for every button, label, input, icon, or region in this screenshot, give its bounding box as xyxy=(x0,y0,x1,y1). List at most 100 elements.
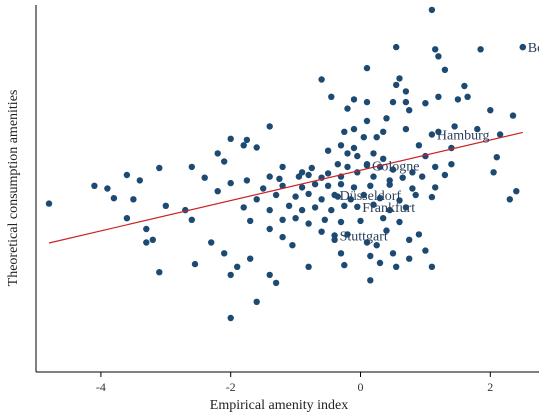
data-point xyxy=(143,239,150,246)
data-point xyxy=(367,252,374,260)
data-point xyxy=(123,171,131,179)
data-point xyxy=(354,152,361,160)
data-point xyxy=(448,161,455,168)
data-point xyxy=(227,179,234,187)
data-point xyxy=(292,215,299,222)
data-point xyxy=(487,107,494,114)
data-point xyxy=(350,125,358,133)
data-point xyxy=(305,190,312,198)
data-point xyxy=(298,206,306,214)
data-point xyxy=(360,134,367,141)
data-point xyxy=(292,193,299,200)
data-point xyxy=(435,53,442,60)
data-point-berlin xyxy=(519,43,526,51)
data-point xyxy=(393,263,400,270)
data-point xyxy=(227,271,234,279)
data-point xyxy=(243,136,251,144)
data-point xyxy=(380,128,387,135)
data-point xyxy=(318,228,325,235)
data-point xyxy=(337,218,345,226)
data-point xyxy=(214,150,221,157)
data-point xyxy=(389,250,397,257)
data-point xyxy=(156,164,163,172)
data-point xyxy=(370,150,377,157)
data-point xyxy=(383,227,390,234)
data-point xyxy=(344,231,351,238)
data-point xyxy=(367,182,374,189)
data-point xyxy=(298,184,306,191)
x-tick-label: -2 xyxy=(226,380,236,394)
data-point xyxy=(454,96,462,103)
data-point xyxy=(490,169,497,176)
data-point xyxy=(396,218,403,226)
data-point xyxy=(396,75,403,82)
data-point xyxy=(435,128,442,135)
data-point xyxy=(266,123,273,130)
data-point xyxy=(402,204,410,211)
data-point xyxy=(360,191,367,199)
data-point xyxy=(136,177,143,184)
y-axis-title: Theoretical consumption amenities xyxy=(6,90,21,287)
data-point xyxy=(162,202,169,209)
data-point xyxy=(318,76,325,83)
data-point xyxy=(253,196,260,203)
data-point xyxy=(227,314,234,322)
data-point xyxy=(337,181,345,188)
data-point xyxy=(441,66,449,74)
fit-line xyxy=(48,131,523,244)
data-point xyxy=(428,263,436,270)
data-point xyxy=(406,236,413,243)
data-point xyxy=(221,250,228,257)
x-tick-label: 2 xyxy=(487,380,493,394)
data-point xyxy=(386,181,393,188)
data-point xyxy=(243,177,251,184)
data-point xyxy=(266,271,273,279)
data-point xyxy=(402,88,410,95)
data-point xyxy=(247,255,254,262)
data-point xyxy=(350,184,358,191)
data-point xyxy=(422,247,429,254)
data-point xyxy=(477,46,484,53)
data-point xyxy=(143,225,150,233)
data-point xyxy=(104,185,111,192)
data-point xyxy=(380,155,387,162)
data-point xyxy=(464,93,471,101)
x-axis-title: Empirical amenity index xyxy=(210,398,348,413)
data-point xyxy=(279,216,286,223)
data-point xyxy=(441,171,449,179)
data-point xyxy=(341,261,348,269)
data-point xyxy=(123,215,131,222)
data-point xyxy=(412,191,419,199)
x-axis-ticks: -4 -2 0 2 xyxy=(96,372,493,394)
data-point xyxy=(156,269,163,276)
data-point xyxy=(308,164,315,172)
data-point xyxy=(337,250,345,257)
data-point xyxy=(305,220,312,227)
data-point xyxy=(344,105,351,112)
data-point xyxy=(496,131,504,138)
data-point xyxy=(279,163,286,171)
data-point xyxy=(432,163,439,171)
data-point xyxy=(506,196,513,203)
data-point xyxy=(253,298,260,305)
data-point xyxy=(247,217,254,225)
data-point-stuttgart xyxy=(331,232,338,239)
data-point-hamburg xyxy=(428,131,436,138)
data-point xyxy=(188,216,195,223)
data-point xyxy=(415,231,423,238)
data-point xyxy=(240,142,247,149)
data-point xyxy=(493,154,500,161)
data-point xyxy=(45,200,53,207)
data-point xyxy=(474,125,481,133)
data-point xyxy=(311,204,319,211)
data-point xyxy=(240,204,247,211)
data-point xyxy=(276,175,283,182)
data-point xyxy=(260,185,267,192)
data-point xyxy=(289,242,296,249)
data-point xyxy=(435,93,442,101)
data-point xyxy=(266,206,273,214)
data-point xyxy=(419,173,426,180)
city-label-düsseldorf: Düsseldorf xyxy=(340,189,402,204)
data-point xyxy=(406,255,413,262)
